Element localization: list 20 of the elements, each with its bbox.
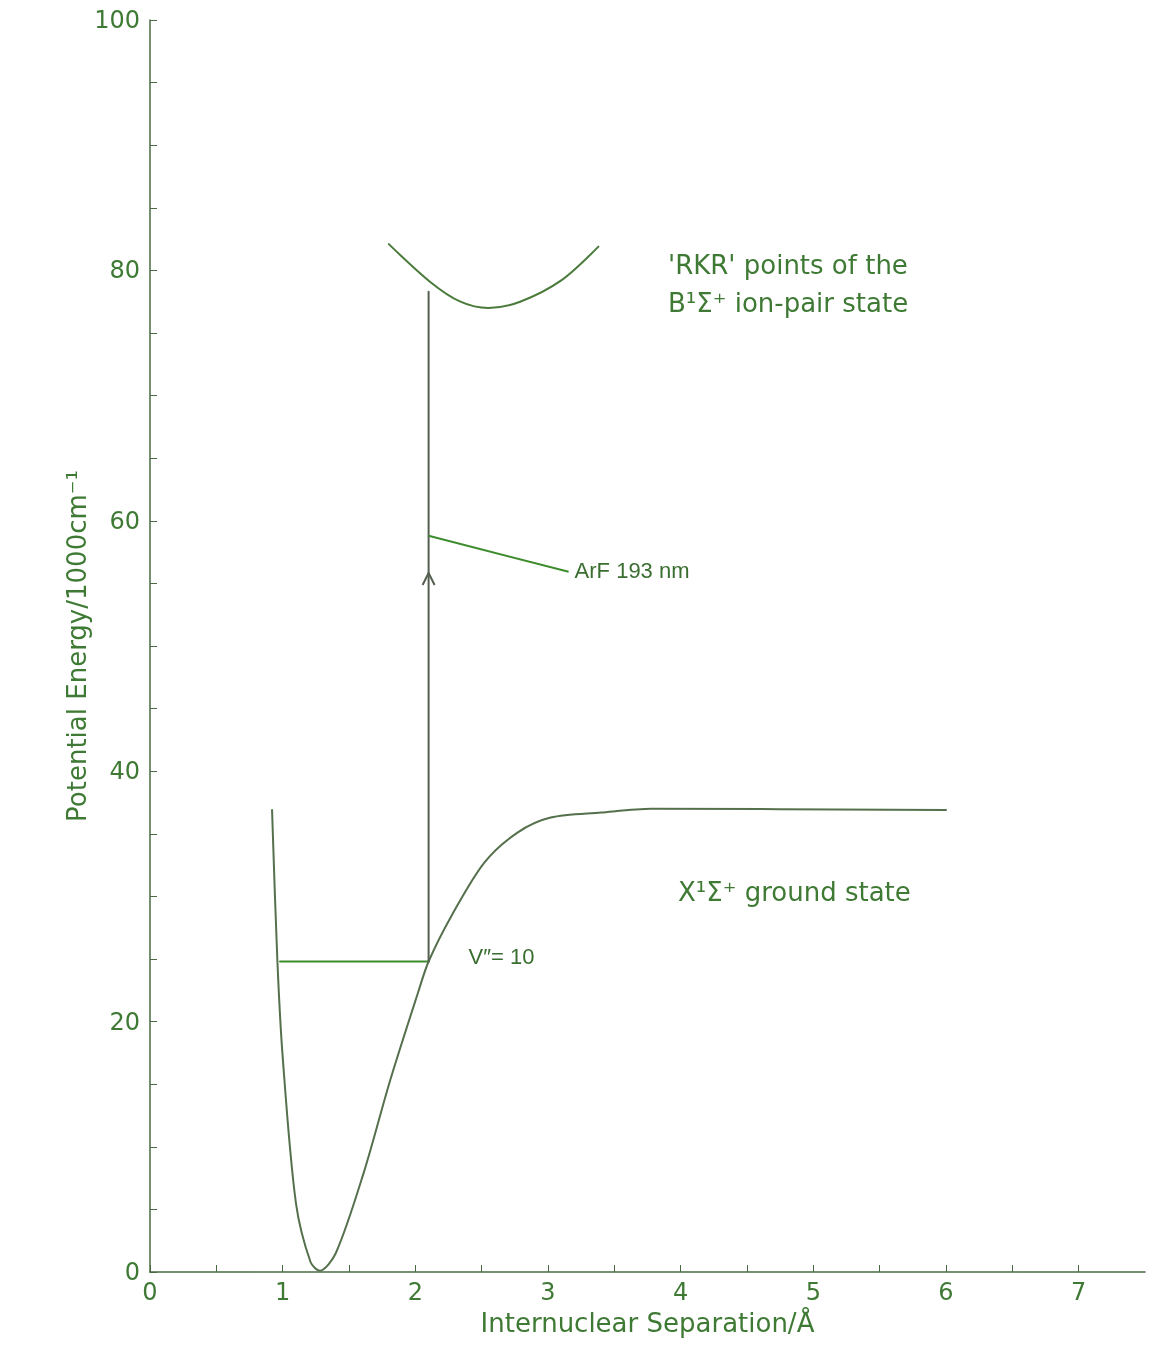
annotation: ArF 193 nm <box>574 558 690 584</box>
y-tick-label: 0 <box>124 1258 140 1286</box>
annotation: V″= 10 <box>468 944 535 969</box>
y-tick-label: 80 <box>109 256 140 285</box>
x-tick-label: 7 <box>1071 1278 1087 1306</box>
x-tick-label: 0 <box>142 1278 158 1306</box>
x-tick-label: 2 <box>407 1278 423 1306</box>
annotation: 'RKR' points of the B¹Σ⁺ ion-pair state <box>668 250 909 318</box>
y-tick-label: 100 <box>94 6 140 34</box>
y-tick-label: 20 <box>109 1007 140 1036</box>
y-tick-label: 40 <box>109 757 140 786</box>
y-tick-label: 60 <box>109 506 140 535</box>
x-tick-label: 6 <box>938 1278 954 1306</box>
x-tick-label: 1 <box>275 1278 291 1306</box>
x-tick-label: 3 <box>540 1278 556 1306</box>
y-axis-title: Potential Energy/1000cm⁻¹ <box>62 470 92 822</box>
x-tick-label: 4 <box>673 1278 689 1306</box>
annotation: X¹Σ⁺ ground state <box>678 877 911 907</box>
x-axis-title: Internuclear Separation/Å <box>480 1307 815 1338</box>
x-tick-label: 5 <box>805 1278 821 1306</box>
